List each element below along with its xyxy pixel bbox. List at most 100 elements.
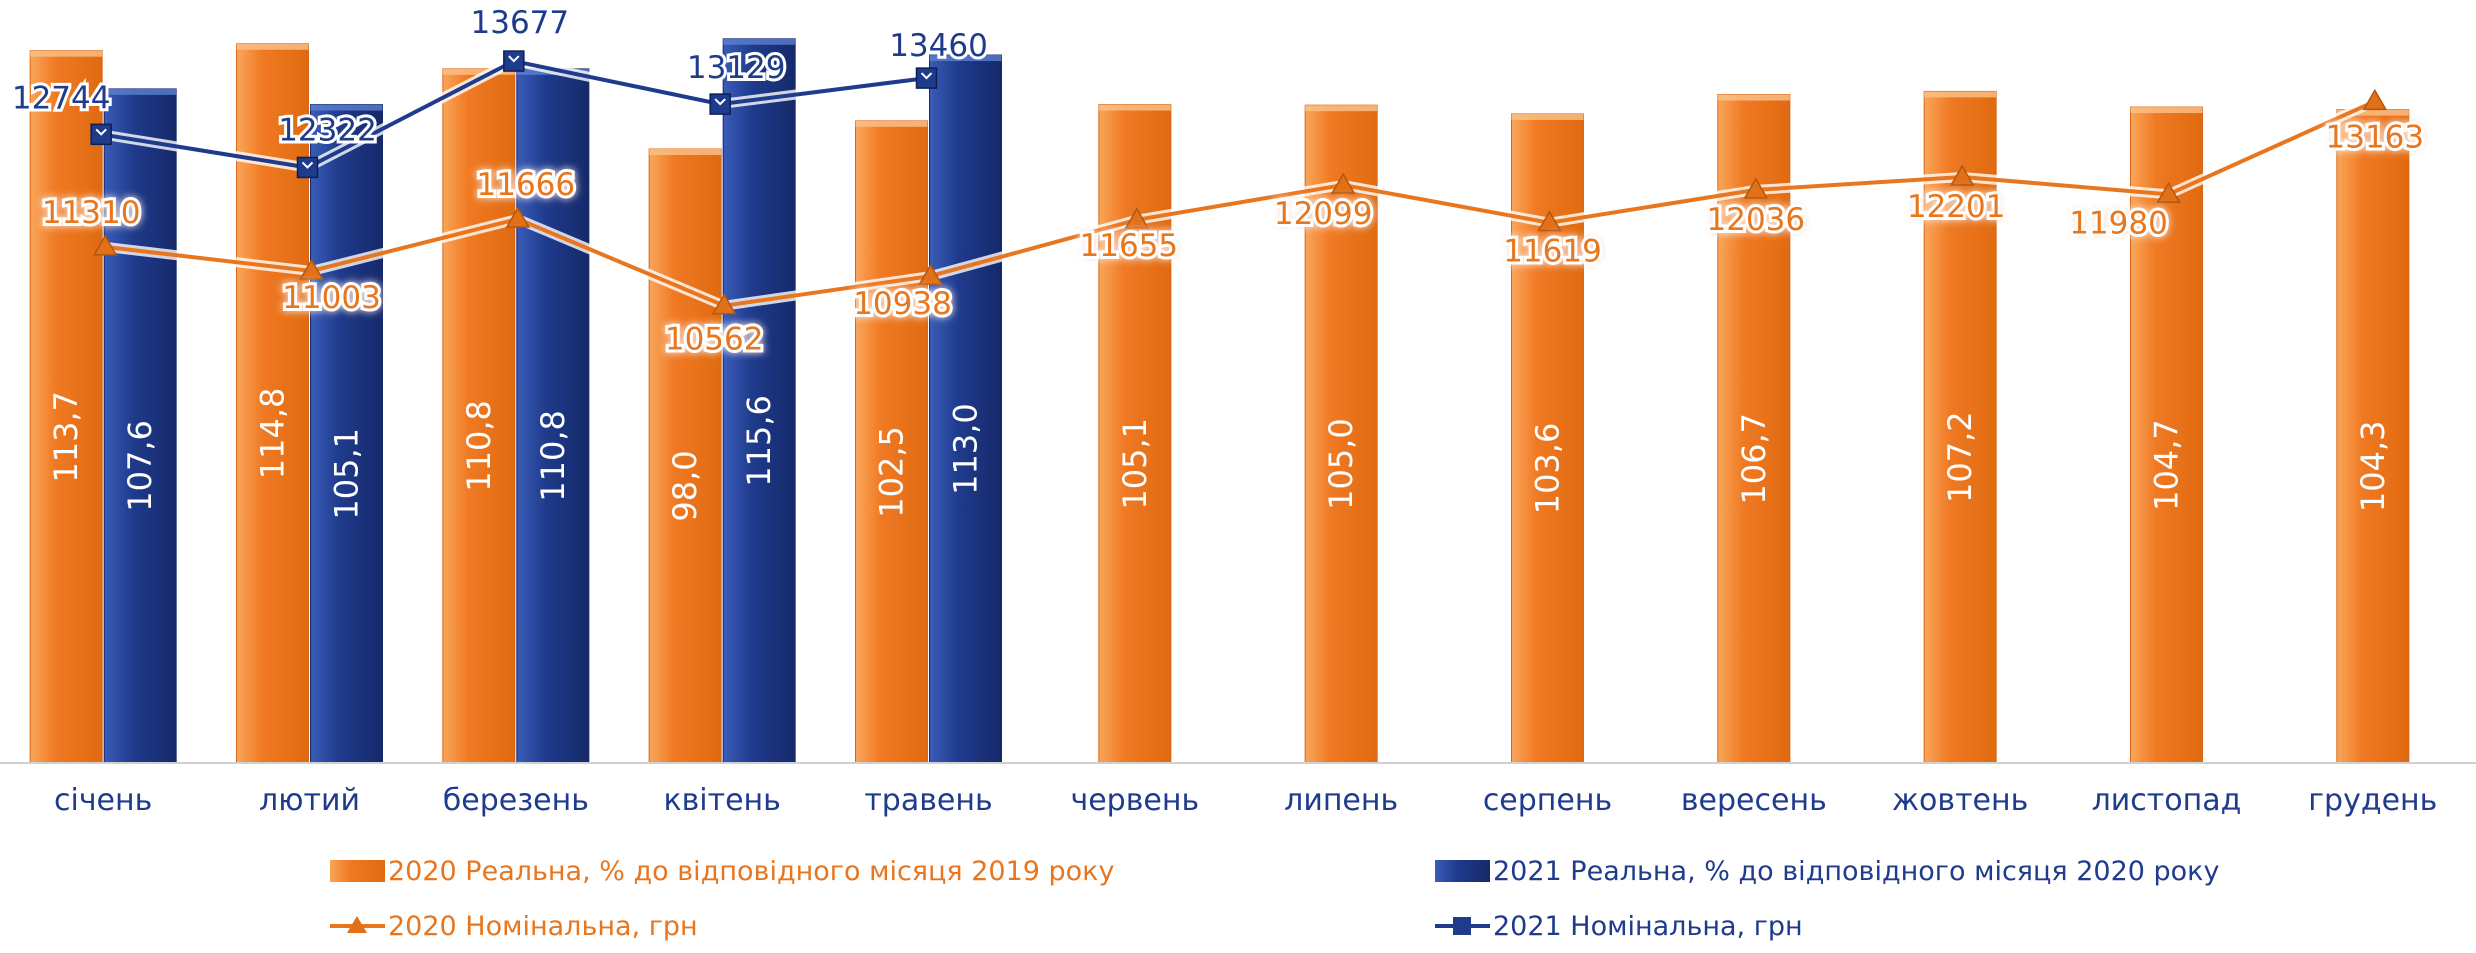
bar-2020-10 — [1923, 90, 1997, 764]
marker-2020-6 — [1124, 207, 1150, 229]
x-tick-label-4: квітень — [663, 783, 780, 818]
legend-swatch-2 — [1435, 860, 1490, 882]
marker-2021-glyph-2 — [301, 161, 314, 169]
legend-item-3: 2020 Номінальна, грн — [330, 911, 698, 942]
bar-label-2021-1: 107,6 — [121, 420, 159, 512]
value-label-2020-9: 12036 — [1707, 202, 1806, 238]
bar-bevel-2020-2 — [236, 43, 309, 50]
bar-bevel-2020-11 — [2130, 107, 2203, 114]
bar-2020-9 — [1717, 94, 1791, 764]
value-label-2020-5: 10938 — [853, 286, 952, 322]
marker-2020-1 — [92, 234, 118, 256]
bar-label-2021-2: 105,1 — [328, 428, 366, 520]
marker-2021-glyph-3 — [508, 55, 520, 63]
bar-label-2020-10: 107,2 — [1941, 411, 1979, 503]
bar-label-2021-5: 113,0 — [947, 403, 985, 495]
x-tick-label-6: червень — [1070, 783, 1199, 818]
value-label-2020-2: 11003 — [282, 280, 381, 316]
x-tick-label-9: вересень — [1681, 783, 1827, 818]
value-label-2020-12: 13163 — [2326, 119, 2425, 155]
bar-bevel-2020-8 — [1511, 113, 1584, 120]
value-label-2021-5: 13460 — [889, 28, 988, 64]
labels-layer: 113,7 107,6 114,8 105,1 110,8 110,8 98,0 115,6 1… — [9, 2, 2427, 522]
bar-bevel-2020-6 — [1098, 104, 1171, 111]
x-tick-label-2: лютий — [259, 783, 360, 818]
lines-layer — [90, 50, 2388, 315]
legend: 2020 Реальна, % до відповідного місяця 2… — [330, 856, 2219, 942]
bar-2021-2 — [310, 104, 383, 764]
bar-bevel-2020-7 — [1305, 105, 1378, 112]
marker-2020-7 — [1330, 172, 1356, 194]
legend-item-4: 2021 Номінальна, грн — [1435, 911, 1803, 942]
bar-label-2020-7: 105,0 — [1322, 418, 1360, 510]
bar-bevel-2020-5 — [855, 120, 928, 127]
bars-layer — [29, 38, 2410, 764]
marker-2021-glyph-1 — [95, 128, 107, 136]
bar-label-2020-6: 105,1 — [1116, 418, 1154, 510]
marker-2020-5 — [918, 263, 943, 285]
marker-2020-9 — [1743, 177, 1769, 199]
x-tick-label-3: березень — [443, 783, 589, 818]
marker-2020-3 — [505, 206, 531, 228]
bar-label-2020-1: 113,7 — [47, 391, 85, 483]
bar-bevel-2020-4 — [649, 149, 722, 156]
bar-bevel-2020-1 — [30, 50, 103, 57]
bar-2021-5 — [929, 54, 1002, 764]
value-label-2021-2: 12322 — [278, 112, 377, 148]
legend-marker-3 — [347, 916, 367, 933]
marker-2021-glyph-4 — [714, 98, 726, 106]
legend-label-2: 2021 Реальна, % до відповідного місяця 2… — [1493, 856, 2219, 887]
x-tick-label-10: жовтень — [1892, 783, 2028, 818]
legend-item-1: 2020 Реальна, % до відповідного місяця 2… — [330, 856, 1114, 887]
bar-label-2020-4: 98,0 — [666, 450, 704, 521]
value-label-2020-1: 11310 — [42, 195, 141, 231]
bar-bevel-2021-4 — [723, 38, 796, 45]
legend-swatch-1 — [330, 860, 385, 882]
x-tick-label-8: серпень — [1483, 783, 1612, 818]
value-label-2020-10: 12201 — [1907, 189, 2006, 225]
marker-2020-8 — [1537, 210, 1562, 232]
marker-2021-glyph-5 — [920, 72, 933, 80]
bar-2021-1 — [103, 88, 177, 764]
marker-2020-11 — [2156, 181, 2181, 204]
marker-2020-10 — [1949, 164, 1975, 186]
bar-label-2020-2: 114,8 — [254, 388, 292, 480]
bar-label-2021-4: 115,6 — [740, 395, 778, 487]
line-2020-nominal — [104, 99, 2376, 308]
value-label-2020-7: 12099 — [1274, 196, 1373, 232]
bar-2020-1 — [29, 50, 103, 764]
bar-label-2020-9: 106,7 — [1735, 413, 1773, 505]
value-label-2021-1: 12744 — [12, 80, 111, 116]
bar-2021-4 — [722, 38, 796, 764]
legend-item-2: 2021 Реальна, % до відповідного місяця 2… — [1435, 856, 2219, 887]
legend-marker-4 — [1453, 917, 1471, 935]
marker-2020-2 — [299, 258, 324, 280]
value-label-2020-3: 11666 — [477, 167, 576, 203]
bar-2020-5 — [855, 120, 928, 764]
x-tick-label-7: липень — [1284, 783, 1398, 818]
bar-2020-7 — [1304, 104, 1378, 764]
value-label-2020-11: 11980 — [2069, 205, 2168, 241]
x-tick-label-12: грудень — [2308, 783, 2437, 818]
value-label-2021-3: 13677 — [471, 5, 570, 41]
bar-bevel-2020-3 — [442, 68, 515, 75]
value-label-2021-4: 13129 — [687, 50, 786, 86]
x-tick-label-5: травень — [864, 783, 992, 818]
bar-label-2020-11: 104,7 — [2148, 419, 2186, 511]
marker-2020-4 — [711, 293, 737, 315]
bar-bevel-2021-2 — [310, 104, 383, 111]
bar-bevel-2020-10 — [1924, 91, 1997, 98]
bar-label-2020-3: 110,8 — [460, 400, 498, 492]
bar-bevel-2020-9 — [1717, 94, 1790, 101]
bar-label-2021-3: 110,8 — [534, 410, 572, 502]
bar-bevel-2021-5 — [929, 55, 1002, 62]
bar-bevel-2021-1 — [104, 88, 177, 95]
axis-labels-layer: січень лютий березень квітень травень червень… — [54, 783, 2437, 818]
value-label-2020-8: 11619 — [1503, 234, 1602, 270]
bar-label-2020-5: 102,5 — [873, 426, 911, 518]
value-label-2020-4: 10562 — [665, 322, 764, 358]
x-tick-label-1: січень — [54, 783, 152, 818]
bar-2020-3 — [442, 68, 516, 764]
legend-label-3: 2020 Номінальна, грн — [388, 911, 698, 942]
